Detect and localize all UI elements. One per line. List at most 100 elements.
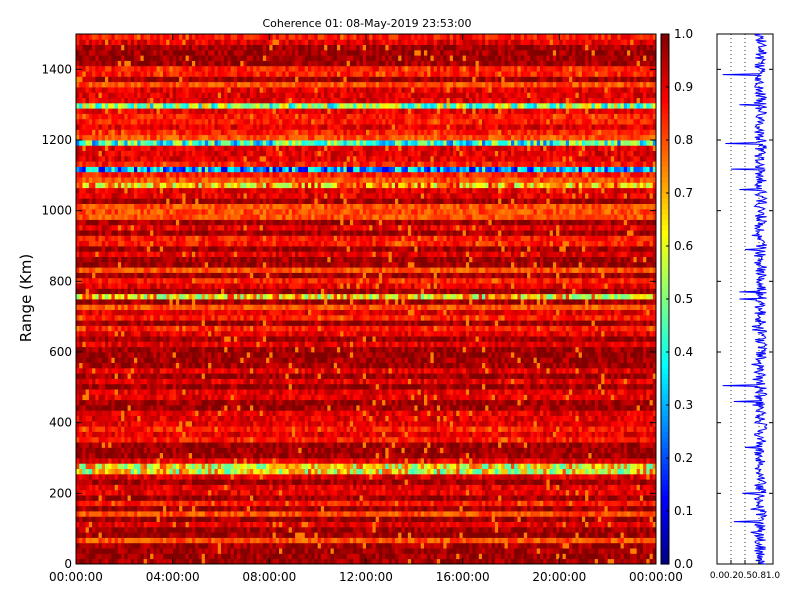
heatmap-cell: [385, 426, 389, 432]
heatmap-cell: [182, 420, 186, 427]
heatmap-cell: [85, 415, 90, 422]
heatmap-cell: [340, 526, 344, 533]
heatmap-cell: [259, 415, 264, 422]
heatmap-cell: [411, 436, 415, 443]
heatmap-cell: [546, 468, 551, 475]
heatmap-cell: [417, 452, 422, 459]
heatmap-cell: [504, 442, 509, 448]
heatmap-cell: [462, 542, 467, 549]
heatmap-cell: [652, 442, 657, 448]
heatmap-cell: [179, 436, 183, 443]
heatmap-cell: [98, 447, 103, 454]
heatmap-cell: [604, 431, 609, 438]
heatmap-cell: [298, 484, 302, 491]
heatmap-cell: [134, 479, 138, 485]
heatmap-cell: [288, 548, 293, 554]
heatmap-cell: [475, 431, 480, 438]
heatmap-cell: [101, 468, 106, 475]
heatmap-cell: [282, 537, 286, 544]
heatmap-cell: [185, 548, 190, 554]
heatmap-cell: [105, 548, 109, 554]
heatmap-cell: [504, 516, 509, 522]
heatmap-cell: [285, 420, 290, 427]
heatmap-cell: [314, 468, 319, 475]
heatmap-cell: [420, 442, 425, 448]
heatmap-cell: [469, 484, 473, 491]
heatmap-cell: [395, 442, 399, 448]
heatmap-cell: [324, 526, 328, 533]
heatmap-cell: [623, 463, 628, 469]
heatmap-cell: [346, 553, 351, 560]
heatmap-cell: [156, 521, 161, 528]
heatmap-cell: [349, 548, 354, 554]
heatmap-cell: [304, 415, 309, 422]
heatmap-cell: [546, 558, 551, 565]
heatmap-cell: [430, 463, 435, 469]
heatmap-cell: [494, 526, 499, 533]
heatmap-cell: [330, 532, 335, 538]
heatmap-cell: [137, 532, 141, 538]
heatmap-cell: [88, 436, 93, 443]
heatmap-cell: [598, 537, 602, 544]
heatmap-cell: [92, 426, 96, 432]
heatmap-cell: [569, 526, 573, 533]
heatmap-cell: [623, 521, 628, 528]
heatmap-cell: [230, 436, 235, 443]
heatmap-cell: [314, 537, 319, 544]
heatmap-cell: [607, 426, 612, 432]
heatmap-cell: [95, 532, 99, 538]
heatmap-cell: [227, 516, 232, 522]
heatmap-cell: [430, 532, 435, 538]
heatmap-cell: [327, 511, 331, 517]
heatmap-cell: [359, 436, 364, 443]
heatmap-cell: [124, 526, 128, 533]
heatmap-cell: [507, 521, 512, 528]
heatmap-cell: [134, 511, 138, 517]
heatmap-cell: [436, 473, 441, 480]
heatmap-cell: [298, 553, 302, 560]
heatmap-cell: [424, 526, 428, 533]
heatmap-cell: [433, 426, 438, 432]
heatmap-cell: [288, 505, 293, 512]
heatmap-cell: [337, 542, 341, 549]
heatmap-cell: [272, 436, 277, 443]
heatmap-cell: [233, 484, 238, 491]
heatmap-cell: [491, 511, 496, 517]
heatmap-cell: [82, 442, 87, 448]
heatmap-cell: [127, 484, 132, 491]
heatmap-cell: [192, 542, 196, 549]
heatmap-cell: [227, 548, 232, 554]
heatmap-cell: [536, 532, 541, 538]
heatmap-cell: [221, 548, 225, 554]
heatmap-cell: [523, 468, 528, 475]
heatmap-cell: [649, 489, 654, 496]
heatmap-cell: [578, 436, 583, 443]
heatmap-cell: [204, 495, 209, 501]
heatmap-cell: [614, 458, 618, 464]
heatmap-cell: [101, 500, 106, 507]
heatmap-cell: [327, 553, 331, 560]
heatmap-cell: [546, 463, 551, 469]
heatmap-cell: [424, 431, 428, 438]
heatmap-cell: [514, 484, 518, 491]
heatmap-cell: [259, 537, 264, 544]
heatmap-cell: [150, 505, 154, 512]
heatmap-cell: [617, 426, 621, 432]
heatmap-cell: [308, 431, 312, 438]
heatmap-cell: [552, 442, 557, 448]
heatmap-cell: [552, 558, 557, 565]
heatmap-cell: [504, 415, 509, 422]
heatmap-cell: [375, 558, 380, 565]
heatmap-cell: [317, 526, 322, 533]
heatmap-cell: [201, 511, 206, 517]
heatmap-cell: [159, 468, 164, 475]
heatmap-cell: [333, 542, 338, 549]
heatmap-cell: [498, 458, 502, 464]
heatmap-cell: [130, 532, 135, 538]
heatmap-cell: [530, 500, 534, 507]
heatmap-cell: [417, 511, 422, 517]
heatmap-cell: [620, 479, 625, 485]
heatmap-cell: [556, 447, 560, 454]
heatmap-cell: [388, 431, 393, 438]
heatmap-cell: [395, 505, 399, 512]
